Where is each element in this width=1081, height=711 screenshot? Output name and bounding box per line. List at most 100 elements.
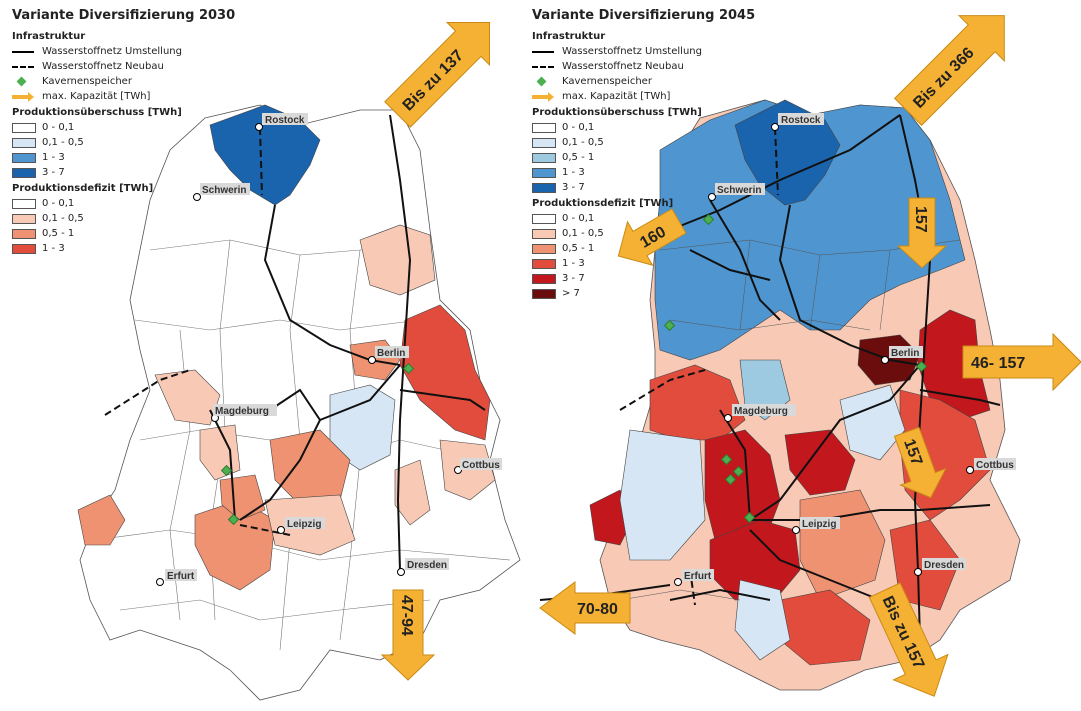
arrow-south: 47-94	[380, 589, 436, 681]
legend-deficit-title: Produktionsdefizit [TWh]	[532, 198, 674, 209]
svg-text:Magdeburg: Magdeburg	[215, 406, 269, 417]
storage-diamond	[220, 464, 233, 477]
legend-item-speicher: Kavernenspeicher	[532, 74, 702, 89]
legend-surplus-item: 1 - 3	[532, 165, 702, 180]
map-2030: Bis zu 137 47-94 Rostock Schwerin Berlin…	[77, 22, 521, 701]
svg-text:Berlin: Berlin	[891, 348, 919, 359]
arrow-157-north: 157	[896, 197, 948, 269]
svg-text:Schwerin: Schwerin	[717, 185, 761, 196]
legend-surplus-item: 3 - 7	[532, 180, 702, 195]
region-sw-deficit	[77, 494, 126, 546]
svg-text:Leipzig: Leipzig	[802, 519, 836, 530]
storage-diamond	[724, 473, 737, 486]
legend-item-umstellung: Wasserstoffnetz Umstellung	[12, 44, 182, 59]
storage-diamond	[702, 213, 715, 226]
legend-surplus-title: Produktionsüberschuss [TWh]	[12, 107, 182, 118]
region-north-east-deficit	[359, 224, 436, 296]
legend-deficit-item: 0 - 0,1	[12, 196, 182, 211]
map-title-2030: Variante Diversifizierung 2030	[12, 8, 236, 23]
legend-item-neubau: Wasserstoffnetz Neubau	[12, 59, 182, 74]
region-leipzig-red	[709, 519, 801, 601]
diamond-icon	[16, 76, 27, 87]
region-mid-red	[784, 429, 856, 496]
arrow-sw: 70-80	[539, 581, 631, 635]
city-berlin: Berlin	[368, 346, 409, 364]
region-halle	[219, 474, 266, 521]
svg-text:Dresden: Dresden	[924, 560, 964, 571]
svg-text:Magdeburg: Magdeburg	[734, 406, 788, 417]
city-cottbus: Cottbus	[454, 458, 502, 474]
legend-surplus-item: 0,1 - 0,5	[532, 135, 702, 150]
storage-diamond	[663, 319, 676, 332]
region-north-surplus	[654, 99, 966, 361]
city-schwerin: Schwerin	[708, 183, 765, 201]
legend-deficit-item: 0,1 - 0,5	[532, 226, 702, 241]
city-berlin: Berlin	[881, 346, 923, 364]
map-2045: Bis zu 366 160 157 46- 157 157 70-80 Bis…	[539, 15, 1081, 697]
region-light-blue-center	[839, 384, 906, 461]
city-dresden: Dresden	[397, 558, 449, 576]
arrow-157-mid: 157	[893, 426, 947, 499]
legend-2030: Infrastruktur Wasserstoffnetz Umstellung…	[12, 28, 182, 256]
city-leipzig: Leipzig	[792, 517, 840, 534]
legend-infra-title: Infrastruktur	[12, 31, 86, 42]
svg-text:Cottbus: Cottbus	[976, 460, 1014, 471]
storage-diamond	[402, 362, 415, 375]
legend-surplus-item: 0 - 0,1	[532, 120, 702, 135]
region-dresden-light	[394, 459, 431, 526]
city-erfurt: Erfurt	[156, 569, 197, 586]
legend-surplus-item: 0 - 0,1	[12, 120, 182, 135]
legend-deficit-item: > 7	[532, 286, 702, 301]
arrow-icon	[12, 91, 34, 102]
legend-deficit-item: 3 - 7	[532, 271, 702, 286]
legend-item-kapazitaet: max. Kapazität [TWh]	[12, 89, 182, 104]
region-light-blue-south	[619, 429, 706, 561]
svg-text:Erfurt: Erfurt	[684, 571, 712, 582]
region-rostock-dark	[734, 99, 841, 206]
svg-text:Dresden: Dresden	[407, 560, 447, 571]
legend-item-kapazitaet: max. Kapazität [TWh]	[532, 89, 702, 104]
svg-text:Berlin: Berlin	[377, 348, 405, 359]
city-schwerin: Schwerin	[193, 183, 250, 201]
storage-diamond	[743, 511, 756, 524]
arrow-157-north-label: 157	[912, 206, 929, 233]
pipelines-neubau	[104, 127, 291, 536]
city-leipzig: Leipzig	[277, 517, 325, 534]
city-dresden: Dresden	[914, 558, 966, 576]
legend-item-umstellung: Wasserstoffnetz Umstellung	[532, 44, 702, 59]
legend-deficit-item: 0,5 - 1	[12, 226, 182, 241]
arrow-east-label: 46- 157	[971, 355, 1025, 372]
legend-deficit-item: 0,5 - 1	[532, 241, 702, 256]
city-cottbus: Cottbus	[966, 458, 1016, 474]
svg-text:Cottbus: Cottbus	[462, 460, 500, 471]
legend-deficit-item: 0,1 - 0,5	[12, 211, 182, 226]
legend-deficit-title: Produktionsdefizit [TWh]	[12, 183, 154, 194]
storage-diamond	[720, 453, 733, 466]
diamond-icon	[536, 76, 547, 87]
arrow-south-label: 47-94	[398, 595, 415, 636]
storage-diamond	[227, 513, 240, 526]
arrow-west-160: 160	[617, 208, 687, 266]
pipelines-umstellung	[209, 114, 486, 571]
legend-surplus-item: 3 - 7	[12, 165, 182, 180]
legend-deficit-item: 1 - 3	[12, 241, 182, 256]
legend-item-speicher: Kavernenspeicher	[12, 74, 182, 89]
legend-surplus-item: 1 - 3	[12, 150, 182, 165]
region-light-blue-se	[734, 579, 791, 661]
arrow-icon	[532, 91, 554, 102]
legend-deficit-item: 0 - 0,1	[532, 211, 702, 226]
map-panel-2030: Bis zu 137 47-94 Rostock Schwerin Berlin…	[0, 0, 540, 711]
city-rostock: Rostock	[255, 113, 308, 131]
svg-text:Rostock: Rostock	[781, 115, 821, 126]
legend-2045: Infrastruktur Wasserstoffnetz Umstellung…	[532, 28, 702, 301]
map-panel-2045: Bis zu 366 160 157 46- 157 157 70-80 Bis…	[520, 0, 1081, 711]
legend-surplus-item: 0,5 - 1	[532, 150, 702, 165]
legend-surplus-item: 0,1 - 0,5	[12, 135, 182, 150]
arrow-south: Bis zu 157	[868, 582, 949, 697]
svg-text:Schwerin: Schwerin	[202, 185, 246, 196]
storage-diamond	[915, 360, 928, 373]
legend-infra-title: Infrastruktur	[532, 31, 606, 42]
city-erfurt: Erfurt	[674, 569, 714, 586]
legend-surplus-title: Produktionsüberschuss [TWh]	[532, 107, 702, 118]
city-magdeburg: Magdeburg	[211, 404, 277, 422]
